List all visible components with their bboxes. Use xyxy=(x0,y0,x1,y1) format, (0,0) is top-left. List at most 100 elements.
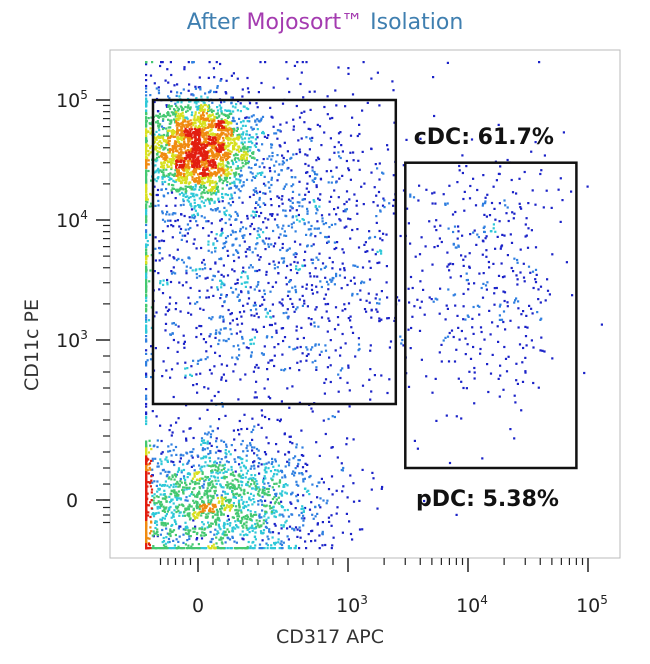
event-dot xyxy=(485,249,488,252)
event-dot xyxy=(277,272,280,275)
event-dot xyxy=(526,326,529,329)
event-dot xyxy=(169,280,173,284)
event-dot xyxy=(240,484,243,487)
event-dot xyxy=(145,190,148,193)
event-dot xyxy=(187,196,190,200)
event-dot xyxy=(172,490,175,493)
event-dot xyxy=(297,484,300,487)
event-dot xyxy=(333,241,336,244)
event-dot xyxy=(314,539,317,542)
event-dot xyxy=(252,513,255,516)
event-dot xyxy=(225,209,228,212)
event-dot xyxy=(240,511,243,514)
event-dot xyxy=(245,472,248,475)
event-dot xyxy=(310,288,314,291)
event-dot xyxy=(249,264,252,267)
event-dot xyxy=(299,529,302,532)
event-dot xyxy=(180,481,183,484)
event-dot xyxy=(290,176,293,179)
event-dot xyxy=(225,455,228,458)
event-dot xyxy=(330,169,333,173)
event-dot xyxy=(234,460,237,463)
event-dot xyxy=(190,547,193,550)
event-dot xyxy=(184,173,187,176)
event-dot xyxy=(227,202,230,205)
event-dot xyxy=(236,518,239,521)
event-dot xyxy=(311,346,314,349)
event-dot xyxy=(209,460,212,463)
event-dot xyxy=(208,482,211,485)
event-dot xyxy=(295,209,298,212)
event-dot xyxy=(322,223,325,226)
event-dot xyxy=(265,462,268,465)
event-dot xyxy=(156,505,159,509)
event-dot xyxy=(179,227,183,231)
event-dot xyxy=(203,503,207,506)
event-dot xyxy=(273,522,276,526)
event-dot xyxy=(294,255,297,259)
event-dot xyxy=(160,463,163,466)
event-dot xyxy=(200,117,203,121)
event-dot xyxy=(180,137,184,140)
event-dot xyxy=(161,292,165,295)
event-dot xyxy=(179,135,183,139)
event-dot xyxy=(166,309,169,313)
event-dot xyxy=(154,520,157,523)
event-dot xyxy=(207,76,210,79)
event-dot xyxy=(240,174,243,177)
event-dot xyxy=(349,134,353,137)
event-dot xyxy=(327,417,330,421)
event-dot xyxy=(231,105,235,108)
event-dot xyxy=(169,61,172,64)
event-dot xyxy=(255,210,258,213)
event-dot xyxy=(192,213,195,216)
event-dot xyxy=(164,545,167,548)
event-dot xyxy=(161,183,164,186)
event-dot xyxy=(227,254,230,257)
event-dot xyxy=(364,241,367,244)
event-dot xyxy=(306,348,309,351)
event-dot xyxy=(165,104,168,107)
event-dot xyxy=(237,456,240,459)
event-dot xyxy=(196,516,199,519)
event-dot xyxy=(145,119,148,122)
event-dot xyxy=(271,497,274,501)
event-dot xyxy=(145,452,148,455)
event-dot xyxy=(256,237,259,240)
event-dot xyxy=(235,186,238,189)
event-dot xyxy=(209,267,212,271)
event-dot xyxy=(204,118,207,121)
event-dot xyxy=(270,243,273,246)
event-dot xyxy=(201,447,205,450)
event-dot xyxy=(302,519,305,522)
event-dot xyxy=(331,175,334,178)
event-dot xyxy=(226,160,229,164)
event-dot xyxy=(225,340,228,343)
event-dot xyxy=(306,154,309,157)
event-dot xyxy=(207,133,210,136)
event-dot xyxy=(279,248,282,252)
event-dot xyxy=(460,329,463,333)
event-dot xyxy=(177,100,180,103)
event-dot xyxy=(211,150,214,153)
event-dot xyxy=(172,256,175,259)
event-dot xyxy=(162,194,165,197)
event-dot xyxy=(236,511,239,514)
event-dot xyxy=(525,314,528,317)
event-dot xyxy=(153,100,156,104)
event-dot xyxy=(379,209,382,212)
event-dot xyxy=(254,119,257,122)
event-dot xyxy=(209,179,212,182)
event-dot xyxy=(308,201,311,204)
event-dot xyxy=(376,204,379,207)
event-dot xyxy=(314,505,317,508)
event-dot xyxy=(207,521,210,524)
event-dot xyxy=(256,454,259,457)
event-dot xyxy=(191,111,194,114)
event-dot xyxy=(216,239,219,243)
event-dot xyxy=(222,373,225,376)
event-dot xyxy=(240,221,243,224)
event-dot xyxy=(335,181,338,184)
event-dot xyxy=(311,483,314,486)
event-dot xyxy=(212,294,215,297)
